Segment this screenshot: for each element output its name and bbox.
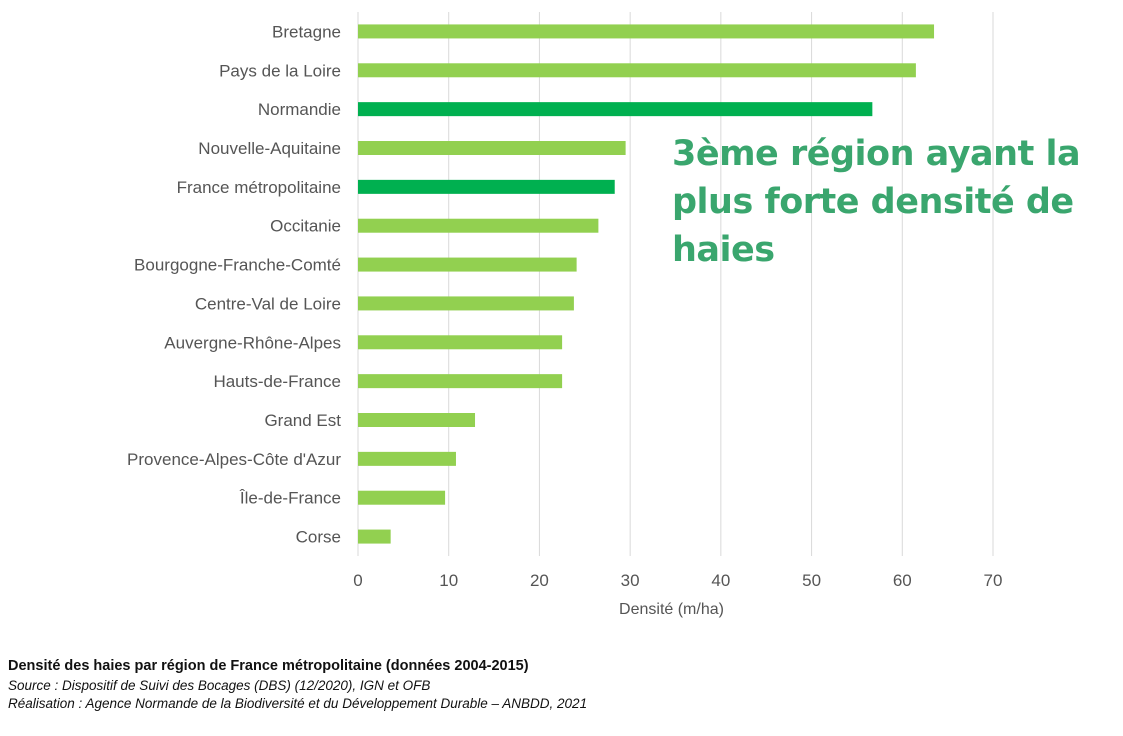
bar	[358, 63, 916, 78]
annotation-text: 3ème région ayant la plus forte densité …	[672, 134, 1081, 270]
bar	[358, 24, 935, 39]
category-label: Hauts-de-France	[213, 372, 341, 391]
bar	[358, 141, 626, 155]
bar	[358, 490, 446, 505]
category-label: Pays de la Loire	[219, 61, 341, 80]
bar	[358, 529, 391, 544]
caption-source: Source : Dispositif de Suivi des Bocages…	[8, 678, 431, 693]
x-tick-label: 50	[802, 571, 821, 590]
bar	[358, 218, 599, 233]
bar	[358, 451, 456, 466]
category-labels: Bretagne Pays de la Loire Normandie Nouvell…	[127, 22, 341, 546]
x-axis-ticks: 0 10 20 30 40 50 60 70	[353, 571, 1002, 590]
gridlines	[357, 12, 994, 556]
category-label: Normandie	[258, 100, 341, 119]
bar	[358, 257, 577, 272]
category-label: Bretagne	[272, 22, 341, 41]
category-label: Centre-Val de Loire	[195, 294, 341, 313]
x-tick-label: 60	[893, 571, 912, 590]
caption-credit: Réalisation : Agence Normande de la Biod…	[8, 696, 588, 711]
category-label: Occitanie	[270, 217, 341, 236]
caption: Densité des haies par région de France m…	[8, 658, 1108, 714]
bar	[358, 335, 563, 350]
category-label: France métropolitaine	[177, 178, 341, 197]
x-tick-label: 70	[984, 571, 1003, 590]
category-label: Nouvelle-Aquitaine	[198, 139, 341, 158]
x-tick-label: 0	[353, 571, 362, 590]
x-tick-label: 20	[530, 571, 549, 590]
bars	[358, 24, 935, 544]
bar	[358, 102, 873, 117]
bar	[358, 374, 563, 389]
x-tick-label: 30	[621, 571, 640, 590]
category-label: Grand Est	[264, 411, 341, 430]
category-label: Corse	[296, 528, 341, 547]
bar	[358, 296, 574, 311]
bar	[358, 413, 476, 427]
caption-title: Densité des haies par région de France m…	[8, 658, 529, 674]
category-label: Auvergne-Rhône-Alpes	[164, 333, 341, 352]
x-tick-label: 10	[439, 571, 458, 590]
category-label: Bourgogne-Franche-Comté	[134, 256, 341, 275]
category-label: Île-de-France	[239, 489, 341, 508]
x-tick-label: 40	[711, 571, 730, 590]
bar	[358, 179, 615, 194]
x-axis-title: Densité (m/ha)	[619, 601, 724, 618]
bar-chart: Bretagne Pays de la Loire Normandie Nouvell…	[127, 12, 1002, 618]
category-label: Provence-Alpes-Côte d'Azur	[127, 450, 341, 469]
